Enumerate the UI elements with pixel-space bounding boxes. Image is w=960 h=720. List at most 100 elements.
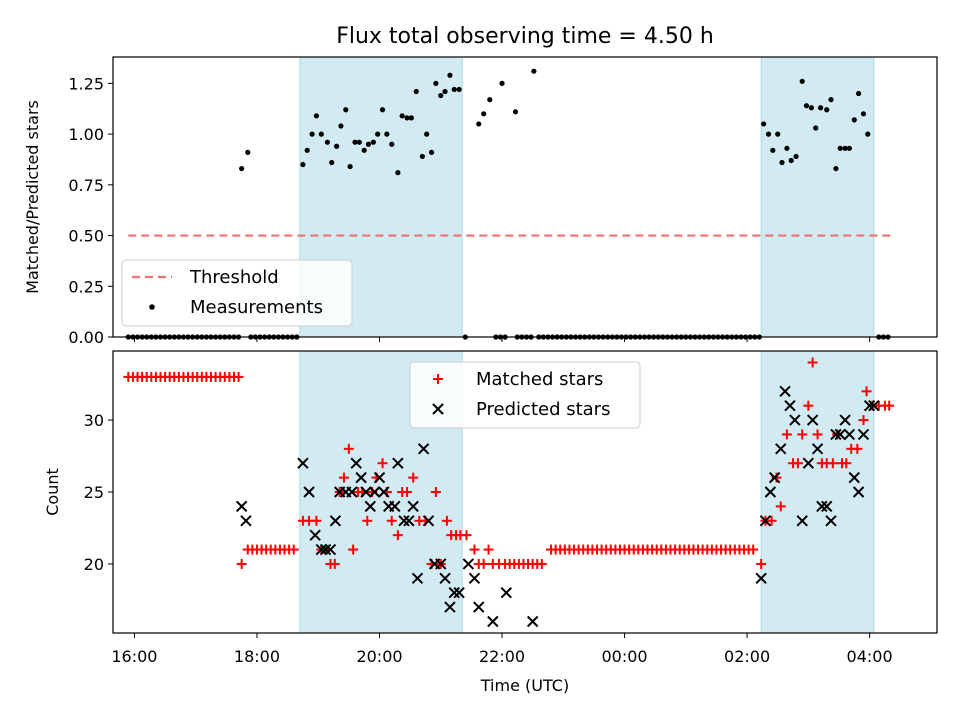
predicted-point-62 <box>863 399 876 412</box>
predicted-point-61 <box>857 428 870 441</box>
measurement-point-42 <box>761 121 767 127</box>
measurement-point-21 <box>389 141 395 147</box>
measurement-point-10 <box>338 123 344 129</box>
predicted-point-35-b <box>468 572 481 585</box>
predicted-point-52-b <box>816 500 828 513</box>
predicted-point-44 <box>775 443 787 455</box>
measurement-point-31 <box>438 92 444 99</box>
predicted-point-1 <box>240 515 252 527</box>
predicted-point-45-b <box>779 385 791 397</box>
predicted-point-40-b <box>755 572 767 585</box>
predicted-point-34 <box>462 558 475 570</box>
predicted-point-44-b <box>775 443 787 455</box>
measurement-point-38 <box>487 97 493 103</box>
predicted-point-2 <box>297 457 309 469</box>
predicted-point-43 <box>768 471 781 484</box>
measurement-point-12 <box>347 163 353 170</box>
measurement-point-56 <box>828 97 834 103</box>
measurement-point-57 <box>833 165 839 172</box>
predicted-point-24 <box>407 500 419 513</box>
measurement-point-50 <box>799 78 805 84</box>
x-tick-label-4: 00:00 <box>601 647 647 666</box>
measurement-point-45 <box>775 131 781 137</box>
legend-plus-marker <box>433 374 443 384</box>
predicted-point-63 <box>868 399 880 412</box>
measurement-point-58 <box>837 145 843 151</box>
predicted-point-47-b <box>789 414 801 426</box>
matched-point-14 <box>362 515 373 526</box>
predicted-point-53 <box>821 500 833 513</box>
predicted-point-16 <box>368 486 381 498</box>
predicted-point-17-b <box>373 471 386 484</box>
count-legend-box <box>409 361 641 429</box>
measurement-point-25 <box>408 115 414 121</box>
predicted-point-25 <box>411 572 424 585</box>
predicted-point-14-b <box>360 486 372 498</box>
measurement-point-28 <box>424 131 430 137</box>
predicted-point-37 <box>487 615 499 628</box>
predicted-point-31-b <box>444 601 456 613</box>
matched-point-39 <box>493 558 504 569</box>
matched-point-33 <box>461 530 472 541</box>
count-y-tick-label-2: 30 <box>84 411 104 430</box>
predicted-point-54 <box>825 515 837 527</box>
measurement-point-37 <box>481 111 487 117</box>
predicted-point-35 <box>468 572 481 585</box>
count-panel-frame <box>112 350 938 634</box>
predicted-point-20-b <box>389 500 401 513</box>
predicted-point-23 <box>403 515 415 527</box>
predicted-point-0 <box>235 500 248 513</box>
matched-point-57 <box>841 458 852 469</box>
ratio-panel-frame <box>112 56 938 338</box>
matched-point-44 <box>775 501 786 512</box>
predicted-point-32-b <box>448 587 460 599</box>
ratio-panel: 0.00 0.25 0.50 0.75 1.00 1.25 Matched/Predict… <box>23 56 938 347</box>
predicted-point-6-b <box>319 543 332 556</box>
predicted-point-18-b <box>378 486 390 498</box>
x-tick-label-1: 18:00 <box>234 647 280 666</box>
matched-point-48 <box>797 429 808 440</box>
measurement-point-20 <box>384 131 390 137</box>
predicted-point-47 <box>789 414 801 426</box>
predicted-point-3 <box>303 486 315 498</box>
measurement-point-16 <box>365 141 372 147</box>
measurement-point-61 <box>851 117 857 123</box>
predicted-point-59-b <box>848 471 861 484</box>
predicted-point-58 <box>843 428 856 441</box>
predicted-point-8 <box>329 515 342 527</box>
x-tick-label-0: 16:00 <box>111 647 157 666</box>
predicted-point-26 <box>417 443 430 455</box>
predicted-point-13-b <box>355 471 367 484</box>
predicted-point-22-b <box>398 515 410 527</box>
measurement-point-53 <box>813 125 819 131</box>
predicted-point-50 <box>806 414 819 426</box>
matched-point-40 <box>756 558 767 569</box>
measurement-point-5 <box>313 113 319 119</box>
measurement-point-52 <box>808 105 815 111</box>
ratio-legend: Threshold Measurements <box>121 259 353 327</box>
predicted-point-15-b <box>364 500 377 513</box>
predicted-point-51 <box>811 443 824 455</box>
measurement-point-60 <box>846 145 852 151</box>
matched-point-61 <box>861 386 872 397</box>
measurement-point-26 <box>413 88 419 95</box>
ratio-y-label: Matched/Predicted stars <box>23 100 42 294</box>
legend-threshold-label: Threshold <box>189 267 279 288</box>
predicted-point-16-b <box>368 486 381 498</box>
measurement-point-2 <box>300 161 306 168</box>
predicted-point-60 <box>852 486 865 498</box>
predicted-point-27 <box>422 515 435 527</box>
measurement-point-22 <box>395 170 401 176</box>
measurement-point-11 <box>343 107 349 113</box>
matched-point-45 <box>781 429 792 440</box>
predicted-point-58-b <box>843 428 856 441</box>
matched-point-65 <box>884 400 895 411</box>
predicted-point-62-b <box>863 399 876 412</box>
predicted-point-29-b <box>435 558 447 570</box>
measurement-point-18 <box>375 131 381 137</box>
predicted-point-53-b <box>821 500 833 513</box>
measurement-point-19 <box>379 107 386 113</box>
count-y-label: Count <box>43 468 62 516</box>
predicted-point-45 <box>779 385 791 397</box>
matched-point-37 <box>483 544 494 555</box>
